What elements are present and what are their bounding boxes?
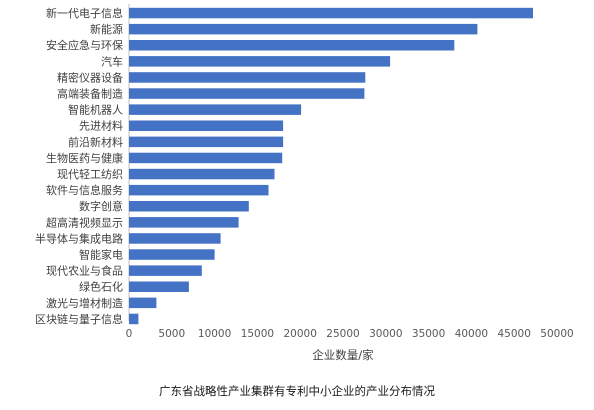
x-tick-label: 0 <box>126 328 133 340</box>
chart-area: 新一代电子信息新能源安全应急与环保汽车精密仪器设备 高端装备制造智能机器人先进材料… <box>35 4 574 362</box>
bar <box>129 201 249 212</box>
category-label: 安全应急与环保 <box>46 38 123 52</box>
bar <box>129 104 302 115</box>
x-tick-label: 25000 <box>326 328 359 340</box>
category-label: 汽车 <box>101 54 123 68</box>
bar <box>129 23 478 35</box>
bar <box>129 297 157 309</box>
chart-caption: 广东省战略性产业集群有专利中小企业的产业分布情况 <box>159 384 435 398</box>
bar <box>129 168 275 180</box>
bar <box>129 56 391 67</box>
category-label: 智能机器人 <box>68 103 123 117</box>
category-label: 现代农业与食品 <box>46 264 123 278</box>
x-axis-title: 企业数量/家 <box>312 348 374 362</box>
bar <box>129 136 284 148</box>
x-tick-label: 35000 <box>412 328 445 340</box>
category-label: 新一代电子信息 <box>46 6 123 20</box>
category-label: 区块链与量子信息 <box>35 312 123 326</box>
category-label: 高端装备制造 <box>57 87 123 101</box>
category-label: 现代轻工纺织 <box>57 167 123 181</box>
bar <box>129 233 221 244</box>
category-label: 新能源 <box>90 22 123 36</box>
bar <box>129 217 239 228</box>
bar <box>129 72 366 83</box>
category-label: 半导体与集成电路 <box>35 231 123 245</box>
category-label: 数字创意 <box>79 199 123 213</box>
bar <box>129 120 284 131</box>
category-label: 智能家电 <box>79 248 123 262</box>
x-tick-label: 30000 <box>369 328 402 340</box>
category-label: 先进材料 <box>79 119 123 133</box>
category-label: 激光与增材制造 <box>46 296 123 310</box>
x-tick-label: 45000 <box>497 328 530 340</box>
x-tick-label: 50000 <box>540 328 573 340</box>
x-tick-label: 15000 <box>241 328 274 340</box>
bar <box>129 40 455 51</box>
bar <box>129 265 202 276</box>
category-label: 前沿新材料 <box>68 135 123 149</box>
bar <box>129 313 139 325</box>
category-label: 精密仪器设备 <box>57 70 123 84</box>
bar <box>129 249 215 260</box>
bar-chart: 新一代电子信息新能源安全应急与环保汽车精密仪器设备高端装备制造智能机器人先进材料… <box>35 4 574 362</box>
x-tick-label: 10000 <box>198 328 231 340</box>
category-label: 绿色石化 <box>79 280 123 294</box>
category-label: 软件与信息服务 <box>46 183 123 197</box>
bar <box>129 184 269 196</box>
bar <box>129 152 283 164</box>
x-tick-label: 40000 <box>455 328 488 340</box>
bar <box>129 7 533 19</box>
category-label: 生物医药与健康 <box>46 151 123 165</box>
bar <box>129 88 365 99</box>
category-label: 超高清视频显示 <box>46 215 123 229</box>
x-tick-label: 20000 <box>283 328 316 340</box>
x-tick-label: 5000 <box>158 328 185 340</box>
bar <box>129 281 189 292</box>
